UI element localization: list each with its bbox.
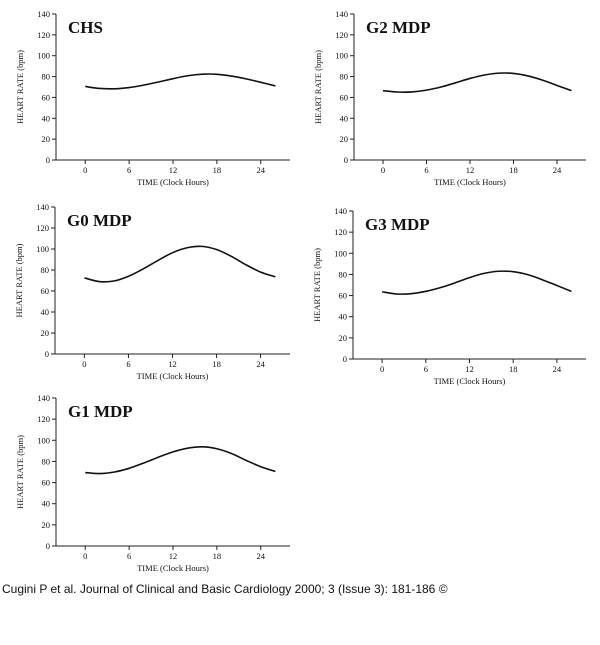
x-axis-label: TIME (Clock Hours): [434, 177, 506, 187]
x-tick-label: 0: [380, 364, 384, 374]
y-tick-label: 0: [344, 155, 348, 165]
y-tick-label: 120: [37, 30, 50, 40]
y-tick-label: 20: [339, 333, 348, 343]
chart-title: G0 MDP: [67, 211, 132, 230]
y-tick-label: 80: [339, 269, 348, 279]
y-tick-label: 100: [37, 51, 50, 61]
y-tick-label: 0: [343, 354, 347, 364]
chart-title: G2 MDP: [366, 18, 431, 37]
x-tick-label: 6: [424, 364, 428, 374]
chart-panel: 0 20 40 60 80 100 120 140 0 6 12 18 24 TIME (Clock Ho…: [15, 9, 290, 187]
x-tick-label: 0: [83, 551, 87, 561]
x-tick-label: 6: [126, 359, 130, 369]
chart-panel: 0 20 40 60 80 100 120 140 0 6 12 18 24 TIME (Clock Ho…: [14, 202, 290, 381]
x-tick-label: 6: [127, 551, 131, 561]
x-tick-label: 18: [213, 165, 222, 175]
y-tick-label: 40: [41, 307, 50, 317]
y-tick-label: 80: [42, 72, 51, 82]
heart-rate-curve: [85, 446, 276, 475]
y-tick-label: 60: [42, 478, 51, 488]
chart-title: G3 MDP: [365, 215, 430, 234]
x-tick-label: 6: [424, 165, 428, 175]
x-tick-label: 18: [212, 359, 221, 369]
x-tick-label: 0: [381, 165, 385, 175]
y-tick-label: 80: [340, 72, 349, 82]
y-tick-label: 20: [340, 134, 349, 144]
y-tick-label: 140: [335, 9, 348, 19]
chart-panel: 0 20 40 60 80 100 120 140 0 6 12 18 24 TIME (Clock Ho…: [312, 206, 586, 386]
y-tick-label: 100: [36, 244, 49, 254]
x-tick-label: 12: [169, 551, 178, 561]
y-tick-label: 60: [41, 286, 50, 296]
y-tick-label: 100: [334, 248, 347, 258]
y-axis-label: HEART RATE (bpm): [312, 248, 322, 322]
y-tick-label: 140: [37, 9, 50, 19]
heart-rate-curve: [382, 270, 572, 295]
y-tick-label: 40: [42, 113, 51, 123]
x-tick-label: 12: [169, 165, 178, 175]
heart-rate-curve: [85, 73, 276, 90]
y-tick-label: 140: [37, 393, 50, 403]
y-tick-label: 20: [41, 328, 50, 338]
x-tick-label: 24: [256, 359, 265, 369]
x-tick-label: 24: [553, 364, 562, 374]
x-tick-label: 12: [466, 165, 475, 175]
x-tick-label: 0: [82, 359, 86, 369]
x-axis-label: TIME (Clock Hours): [137, 563, 209, 573]
y-tick-label: 100: [335, 51, 348, 61]
y-tick-label: 20: [42, 520, 51, 530]
y-tick-label: 120: [335, 30, 348, 40]
y-tick-label: 60: [340, 92, 349, 102]
heart-rate-curve: [382, 72, 572, 93]
y-axis-label: HEART RATE (bpm): [313, 50, 323, 124]
y-tick-label: 120: [37, 414, 50, 424]
x-tick-label: 24: [553, 165, 562, 175]
y-tick-label: 0: [46, 541, 50, 551]
y-axis-label: HEART RATE (bpm): [15, 50, 25, 124]
y-tick-label: 20: [42, 134, 51, 144]
x-tick-label: 0: [83, 165, 87, 175]
y-tick-label: 40: [340, 113, 349, 123]
y-tick-label: 0: [45, 349, 49, 359]
x-tick-label: 12: [465, 364, 474, 374]
y-tick-label: 60: [42, 92, 51, 102]
x-tick-label: 18: [509, 165, 518, 175]
chart-title: G1 MDP: [68, 402, 133, 421]
y-axis-label: HEART RATE (bpm): [14, 243, 24, 317]
y-tick-label: 80: [42, 456, 51, 466]
chart-panel: 0 20 40 60 80 100 120 140 0 6 12 18 24 TIME (Clock Ho…: [313, 9, 586, 187]
x-tick-label: 6: [127, 165, 131, 175]
x-tick-label: 24: [257, 165, 266, 175]
y-tick-label: 0: [46, 155, 50, 165]
chart-title: CHS: [68, 18, 103, 37]
x-axis-label: TIME (Clock Hours): [137, 177, 209, 187]
x-tick-label: 12: [168, 359, 177, 369]
y-tick-label: 100: [37, 435, 50, 445]
y-axis-label: HEART RATE (bpm): [15, 435, 25, 509]
y-tick-label: 60: [339, 291, 348, 301]
y-tick-label: 140: [334, 206, 347, 216]
x-tick-label: 18: [509, 364, 518, 374]
heart-rate-curve: [84, 245, 276, 283]
x-axis-label: TIME (Clock Hours): [434, 376, 506, 386]
citation-caption: Cugini P et al. Journal of Clinical and …: [2, 582, 448, 596]
y-tick-label: 140: [36, 202, 49, 212]
y-tick-label: 120: [334, 227, 347, 237]
x-tick-label: 24: [257, 551, 266, 561]
x-tick-label: 18: [213, 551, 222, 561]
y-tick-label: 80: [41, 265, 50, 275]
chart-panel: 0 20 40 60 80 100 120 140 0 6 12 18 24 TIME (Clock Ho…: [15, 393, 290, 573]
y-tick-label: 40: [339, 312, 348, 322]
y-tick-label: 40: [42, 499, 51, 509]
y-tick-label: 120: [36, 223, 49, 233]
x-axis-label: TIME (Clock Hours): [137, 371, 209, 381]
